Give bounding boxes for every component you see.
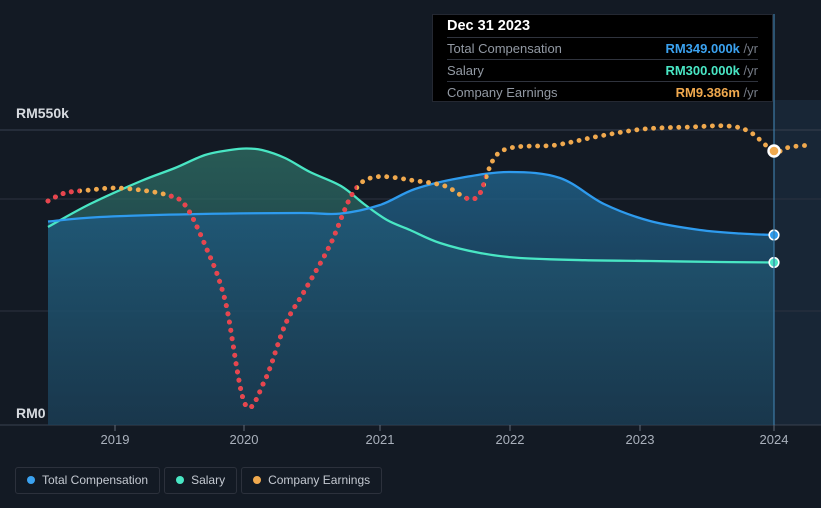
svg-text:2022: 2022 — [496, 432, 525, 447]
svg-text:2021: 2021 — [366, 432, 395, 447]
svg-text:2020: 2020 — [230, 432, 259, 447]
svg-text:2019: 2019 — [101, 432, 130, 447]
svg-text:RM550k: RM550k — [16, 105, 69, 121]
svg-text:2024: 2024 — [760, 432, 789, 447]
svg-text:RM0: RM0 — [16, 405, 46, 421]
svg-text:2023: 2023 — [626, 432, 655, 447]
